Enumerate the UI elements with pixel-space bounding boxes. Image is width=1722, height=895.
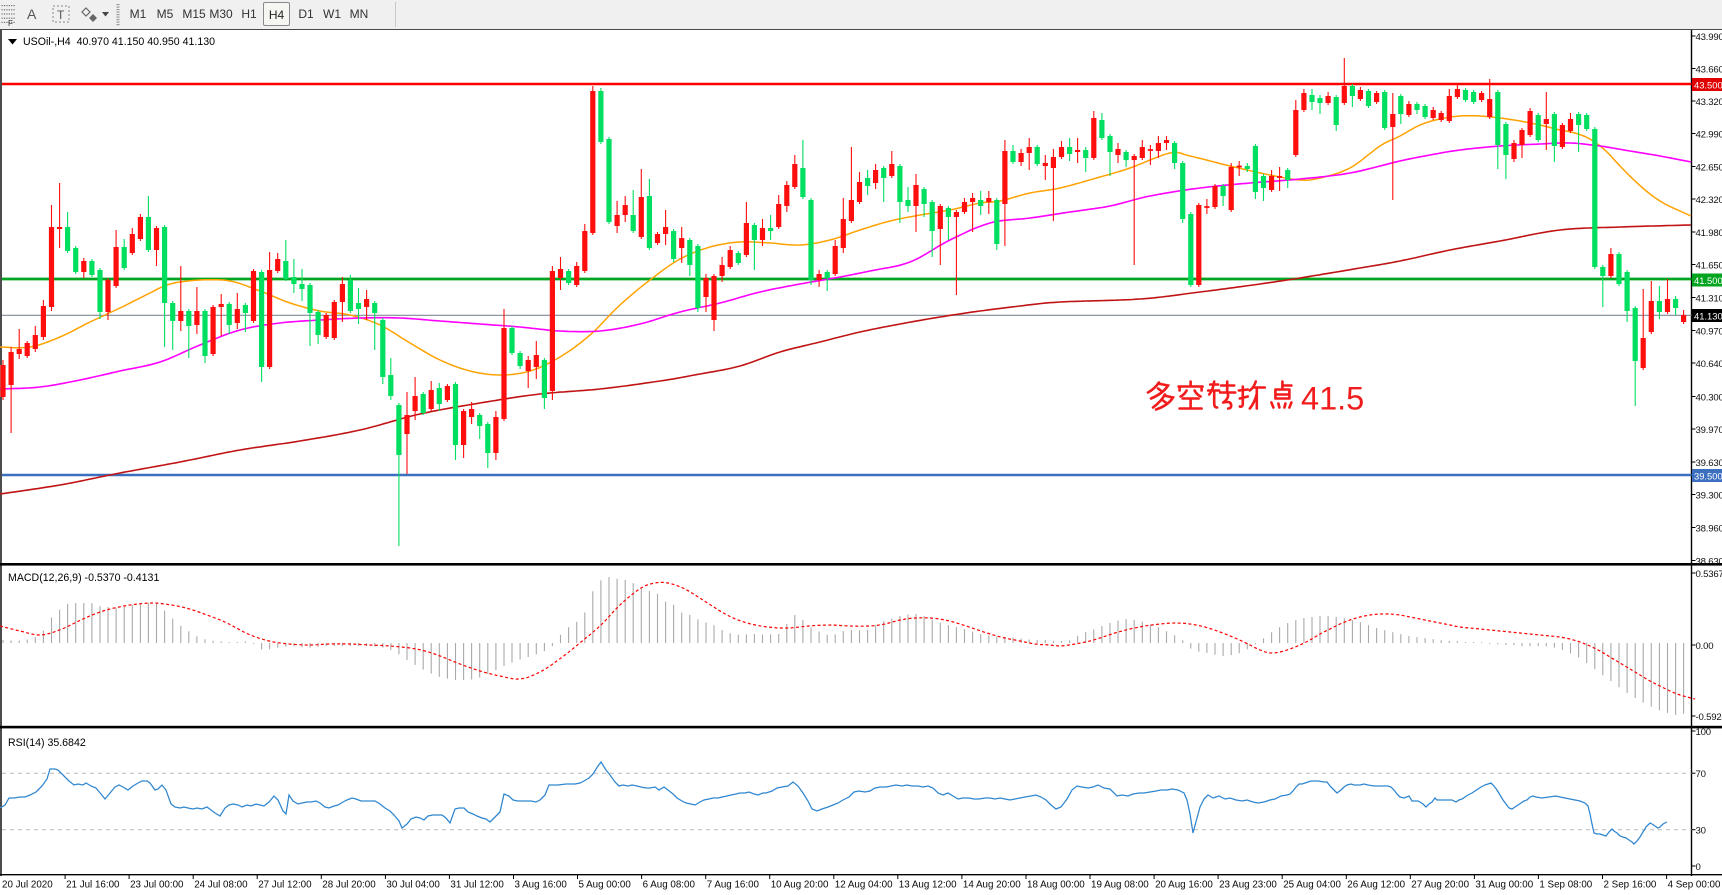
svg-text:42.650: 42.650: [1696, 162, 1722, 173]
svg-text:0.00: 0.00: [1696, 641, 1714, 652]
svg-text:20 Aug 16:00: 20 Aug 16:00: [1155, 880, 1213, 891]
svg-text:21 Jul 16:00: 21 Jul 16:00: [66, 880, 120, 891]
svg-text:43.320: 43.320: [1696, 97, 1722, 108]
svg-text:25 Aug 04:00: 25 Aug 04:00: [1283, 880, 1341, 891]
svg-text:7 Aug 16:00: 7 Aug 16:00: [707, 880, 760, 891]
svg-text:42.990: 42.990: [1696, 129, 1722, 140]
svg-text:70: 70: [1696, 769, 1706, 780]
svg-text:23 Aug 23:00: 23 Aug 23:00: [1219, 880, 1277, 891]
svg-text:41.5: 41.5: [1301, 381, 1364, 417]
svg-text:43.990: 43.990: [1696, 32, 1722, 43]
svg-text:14 Aug 20:00: 14 Aug 20:00: [963, 880, 1021, 891]
svg-text:38.960: 38.960: [1696, 523, 1722, 534]
svg-text:41.650: 41.650: [1696, 260, 1722, 271]
svg-text:RSI(14) 35.6842: RSI(14) 35.6842: [8, 737, 86, 749]
svg-text:38.630: 38.630: [1696, 556, 1722, 567]
svg-text:27 Jul 12:00: 27 Jul 12:00: [258, 880, 312, 891]
svg-text:13 Aug 12:00: 13 Aug 12:00: [899, 880, 957, 891]
svg-text:41.500: 41.500: [1694, 275, 1722, 286]
svg-text:0.5367: 0.5367: [1696, 569, 1722, 580]
svg-text:27 Aug 20:00: 27 Aug 20:00: [1411, 880, 1469, 891]
svg-text:26 Aug 12:00: 26 Aug 12:00: [1347, 880, 1405, 891]
svg-text:30: 30: [1696, 826, 1706, 837]
svg-text:MACD(12,26,9) -0.5370 -0.4131: MACD(12,26,9) -0.5370 -0.4131: [8, 572, 159, 584]
svg-text:2 Sep 16:00: 2 Sep 16:00: [1604, 880, 1657, 891]
svg-text:4 Sep 00:00: 4 Sep 00:00: [1668, 880, 1721, 891]
svg-text:41.980: 41.980: [1696, 228, 1722, 239]
svg-text:0: 0: [1696, 862, 1701, 873]
svg-text:19 Aug 08:00: 19 Aug 08:00: [1091, 880, 1149, 891]
svg-text:23 Jul 00:00: 23 Jul 00:00: [130, 880, 184, 891]
svg-text:40.300: 40.300: [1696, 392, 1722, 403]
svg-text:20 Jul 2020: 20 Jul 2020: [2, 880, 53, 891]
svg-text:100: 100: [1696, 727, 1711, 738]
svg-text:43.660: 43.660: [1696, 64, 1722, 75]
svg-text:28 Jul 20:00: 28 Jul 20:00: [322, 880, 376, 891]
svg-text:30 Jul 04:00: 30 Jul 04:00: [386, 880, 440, 891]
svg-text:24 Jul 08:00: 24 Jul 08:00: [194, 880, 248, 891]
svg-text:39.630: 39.630: [1696, 458, 1722, 469]
svg-text:40.640: 40.640: [1696, 359, 1722, 370]
svg-text:T: T: [57, 8, 65, 22]
svg-text:42.320: 42.320: [1696, 195, 1722, 206]
svg-text:USOil-,H4 40.970 41.150 40.95: USOil-,H4 40.970 41.150 40.950 41.130: [23, 36, 215, 48]
svg-text:1 Sep 08:00: 1 Sep 08:00: [1539, 880, 1592, 891]
svg-text:18 Aug 00:00: 18 Aug 00:00: [1027, 880, 1085, 891]
svg-text:43.500: 43.500: [1694, 79, 1722, 90]
svg-text:40.970: 40.970: [1696, 326, 1722, 337]
svg-text:12 Aug 04:00: 12 Aug 04:00: [835, 880, 893, 891]
svg-text:31 Jul 12:00: 31 Jul 12:00: [450, 880, 504, 891]
svg-text:39.500: 39.500: [1694, 470, 1722, 481]
svg-text:-0.5924: -0.5924: [1696, 712, 1722, 723]
svg-text:41.310: 41.310: [1696, 293, 1722, 304]
svg-text:41.130: 41.130: [1694, 310, 1722, 321]
svg-text:A: A: [27, 6, 37, 22]
svg-text:39.970: 39.970: [1696, 425, 1722, 436]
svg-text:6 Aug 08:00: 6 Aug 08:00: [643, 880, 696, 891]
svg-text:3 Aug 16:00: 3 Aug 16:00: [515, 880, 568, 891]
svg-text:39.300: 39.300: [1696, 490, 1722, 501]
svg-text:10 Aug 20:00: 10 Aug 20:00: [771, 880, 829, 891]
svg-text:5 Aug 00:00: 5 Aug 00:00: [579, 880, 632, 891]
svg-text:F: F: [8, 19, 13, 28]
svg-text:31 Aug 00:00: 31 Aug 00:00: [1475, 880, 1533, 891]
